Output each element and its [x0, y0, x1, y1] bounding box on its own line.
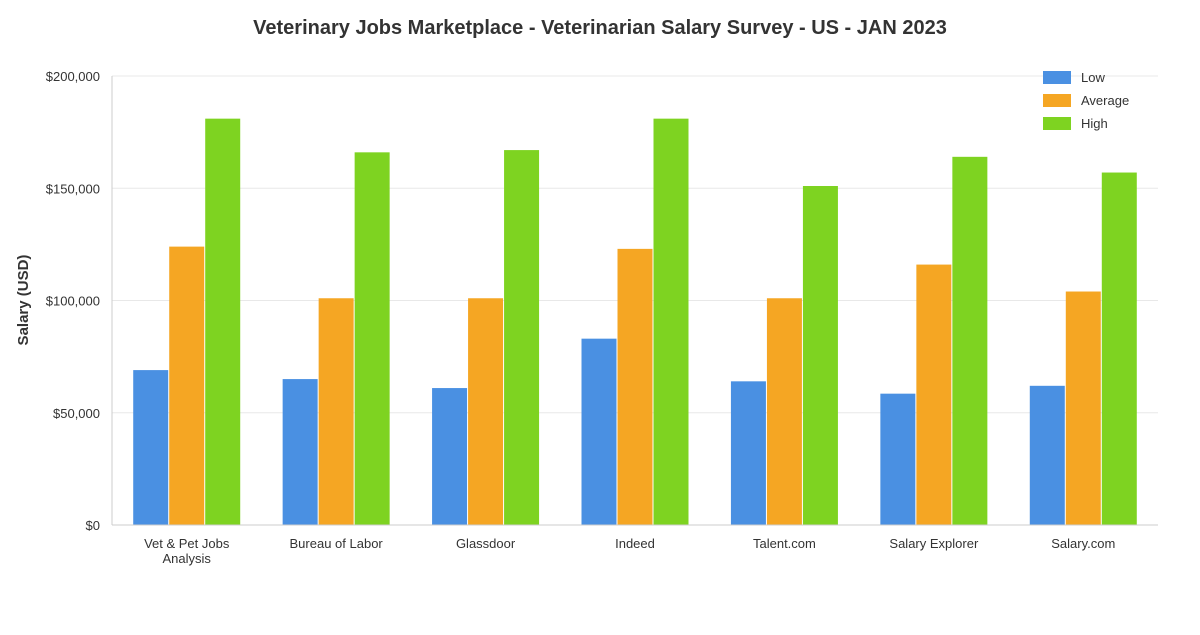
x-tick-label: Glassdoor — [456, 536, 516, 551]
x-tick-label: Talent.com — [753, 536, 816, 551]
bar-average[interactable] — [1065, 291, 1101, 525]
bar-low[interactable] — [133, 370, 169, 525]
legend-item-high[interactable]: High — [1043, 116, 1108, 131]
bar-average[interactable] — [318, 298, 354, 525]
y-tick-label: $50,000 — [53, 406, 100, 421]
chart-title: Veterinary Jobs Marketplace - Veterinari… — [253, 17, 947, 39]
bar-low[interactable] — [880, 393, 916, 525]
bar-high[interactable] — [952, 156, 988, 525]
x-tick-label-line: Indeed — [615, 536, 655, 551]
x-tick-label: Indeed — [615, 536, 655, 551]
bar-average[interactable] — [169, 246, 205, 525]
legend-label: Low — [1081, 70, 1105, 85]
y-tick-label: $150,000 — [46, 181, 100, 196]
bar-average[interactable] — [916, 264, 952, 525]
bar-low[interactable] — [1029, 385, 1065, 525]
x-tick-label-line: Bureau of Labor — [290, 536, 384, 551]
legend-label: Average — [1081, 93, 1129, 108]
x-tick-label-line: Talent.com — [753, 536, 816, 551]
bar-high[interactable] — [354, 152, 390, 525]
bar-high[interactable] — [653, 118, 689, 525]
x-tick-label: Bureau of Labor — [290, 536, 384, 551]
bar-average[interactable] — [766, 298, 802, 525]
legend[interactable]: Low Average High — [1043, 70, 1129, 131]
y-tick-label: $200,000 — [46, 69, 100, 84]
legend-swatch — [1043, 71, 1071, 84]
y-tick-label: $100,000 — [46, 294, 100, 309]
bar-high[interactable] — [802, 186, 838, 525]
bar-low[interactable] — [282, 379, 318, 525]
x-tick-label-line: Vet & Pet Jobs — [144, 536, 230, 551]
legend-swatch — [1043, 94, 1071, 107]
bar-high[interactable] — [504, 150, 540, 525]
x-tick-label-line: Analysis — [163, 551, 212, 566]
bars — [133, 118, 1137, 526]
legend-item-average[interactable]: Average — [1043, 93, 1129, 108]
legend-item-low[interactable]: Low — [1043, 70, 1105, 85]
x-tick-label: Vet & Pet Jobs Analysis — [144, 536, 230, 566]
y-axis-label: Salary (USD) — [15, 255, 32, 346]
bar-low[interactable] — [730, 381, 766, 525]
bar-low[interactable] — [432, 388, 468, 525]
y-tick-label: $0 — [86, 518, 100, 533]
bar-average[interactable] — [617, 248, 653, 526]
y-axis-ticks: $0 $50,000 $100,000 $150,000 $200,000 — [46, 69, 100, 533]
legend-label: High — [1081, 116, 1108, 131]
x-tick-label: Salary Explorer — [889, 536, 979, 551]
bar-high[interactable] — [1101, 172, 1137, 525]
axes — [111, 76, 1158, 526]
x-axis-ticks: Vet & Pet Jobs Analysis Bureau of Labor Gla… — [144, 536, 1115, 566]
x-tick-label-line: Salary.com — [1051, 536, 1115, 551]
bar-high[interactable] — [205, 118, 241, 525]
x-tick-label-line: Glassdoor — [456, 536, 516, 551]
x-tick-label: Salary.com — [1051, 536, 1115, 551]
legend-swatch — [1043, 117, 1071, 130]
x-tick-label-line: Salary Explorer — [889, 536, 979, 551]
bar-low[interactable] — [581, 338, 617, 525]
bar-average[interactable] — [468, 298, 504, 525]
